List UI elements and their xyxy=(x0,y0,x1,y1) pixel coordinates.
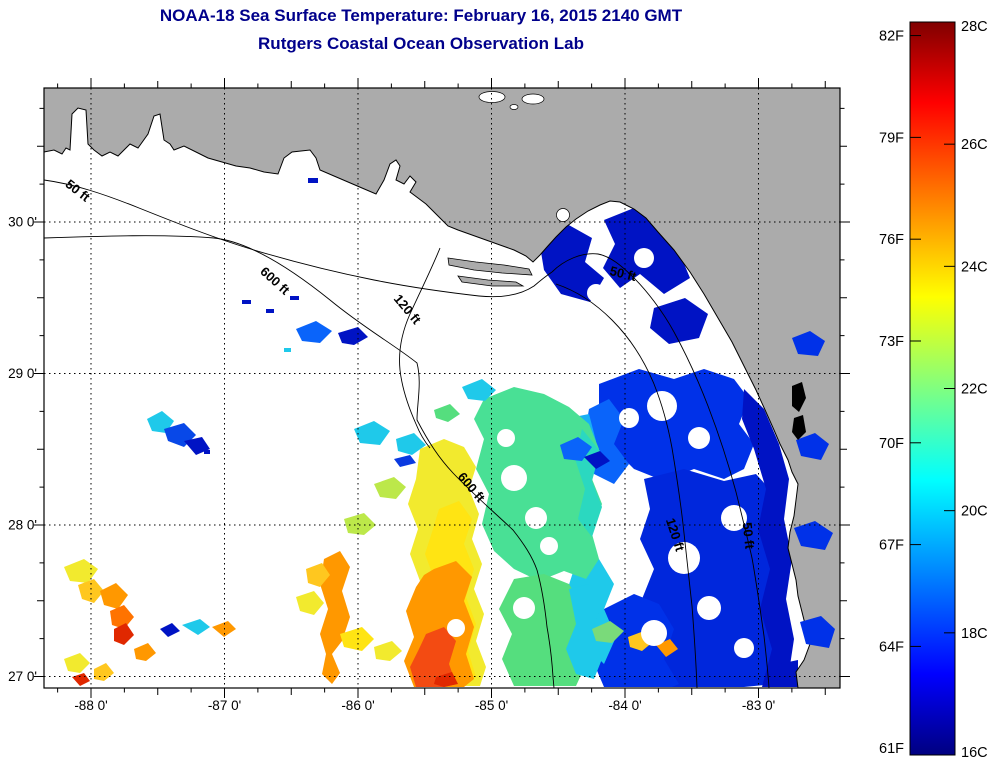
colorbar-label-fahrenheit: 64F xyxy=(879,639,904,655)
sst-patch xyxy=(134,643,156,661)
sst-patch xyxy=(184,437,210,455)
sst-patch xyxy=(434,672,458,687)
depth-contour-120ft-east xyxy=(555,283,698,688)
colorbar-label-fahrenheit: 61F xyxy=(879,741,904,757)
colorbar-label-celsius: 28C xyxy=(961,19,988,35)
clouds-over-land xyxy=(478,91,570,222)
barrier-island xyxy=(447,257,533,276)
depth-contour-50ft-west xyxy=(44,179,553,298)
colorbar-label-fahrenheit: 76F xyxy=(879,232,904,248)
sst-patch xyxy=(78,579,104,603)
sst-patch xyxy=(182,619,210,635)
sst-speck xyxy=(204,450,210,454)
sst-patch xyxy=(110,605,134,629)
sst-speck xyxy=(308,178,318,183)
coast-detail xyxy=(792,415,806,440)
sst-patch xyxy=(560,437,592,461)
colorbar-label-celsius: 18C xyxy=(961,626,988,642)
colorbar-label-celsius: 24C xyxy=(961,259,988,275)
land-mass xyxy=(44,88,840,688)
colorbar-label-fahrenheit: 82F xyxy=(879,29,904,45)
sst-patch xyxy=(320,551,350,684)
sst-patch xyxy=(114,623,134,645)
y-axis-labels: 30 0' 29 0' 28 0' 27 0' xyxy=(8,215,37,685)
colorbar-label-celsius: 22C xyxy=(961,382,988,398)
sst-patch xyxy=(772,660,798,687)
figure-title: NOAA-18 Sea Surface Temperature: Februar… xyxy=(160,6,683,25)
sst-patch xyxy=(462,379,496,401)
x-tick-label: -85 0' xyxy=(475,698,508,713)
y-tick-label: 30 0' xyxy=(8,215,37,230)
coast-detail xyxy=(792,382,806,412)
sst-speck xyxy=(284,348,291,352)
sst-patch xyxy=(566,584,604,679)
x-axis-labels: -88 0' -87 0' -86 0' -85 0' -84 0' -83 0' xyxy=(74,698,775,713)
sst-patch xyxy=(374,641,402,661)
y-tick-label: 29 0' xyxy=(8,366,37,381)
sst-patch xyxy=(296,321,332,343)
depth-contours xyxy=(44,179,770,688)
x-tick-label: -88 0' xyxy=(74,698,107,713)
sst-data-layer xyxy=(64,178,798,687)
figure-subtitle: Rutgers Coastal Ocean Observation Lab xyxy=(258,34,584,53)
x-tick-label: -83 0' xyxy=(742,698,775,713)
sst-patch xyxy=(64,653,90,673)
sst-patch xyxy=(434,404,460,422)
graticule-gridlines xyxy=(44,88,840,688)
colorbar-label-celsius: 26C xyxy=(961,137,988,153)
sst-patch xyxy=(599,369,754,481)
depth-contour-600ft xyxy=(44,235,555,688)
sst-patch xyxy=(394,455,416,467)
sst-patch xyxy=(592,621,624,643)
x-tick-label: -86 0' xyxy=(341,698,374,713)
sst-patch xyxy=(340,627,374,651)
sst-patch xyxy=(147,411,174,433)
sst-patch xyxy=(374,477,406,499)
sst-patch xyxy=(306,563,330,587)
barrier-island xyxy=(457,275,525,287)
sst-patch xyxy=(742,389,794,687)
sst-patch xyxy=(100,583,128,609)
colorbar-label-fahrenheit: 70F xyxy=(879,436,904,452)
sst-patch xyxy=(396,433,426,455)
y-tick-label: 27 0' xyxy=(8,669,37,684)
sst-patch xyxy=(640,469,784,687)
sst-patch xyxy=(584,451,610,469)
y-tick-label: 28 0' xyxy=(8,518,37,533)
sst-speck xyxy=(290,296,299,300)
sst-patch xyxy=(410,627,456,687)
sst-patch xyxy=(354,421,390,445)
colorbar-label-celsius: 20C xyxy=(961,504,988,520)
depth-contour-50ft-east xyxy=(551,253,770,688)
depth-contour-120ft-west xyxy=(399,247,441,449)
sst-patch xyxy=(539,224,604,302)
sst-patch xyxy=(344,513,376,535)
colorbar-label-fahrenheit: 79F xyxy=(879,130,904,146)
depth-contour-label: 50 ft xyxy=(740,521,758,550)
colorbar: 28C 26C 24C 22C 20C 18C 16C 82F 79F 76F 73F 70F 67F 6… xyxy=(879,19,988,761)
colorbar-label-fahrenheit: 67F xyxy=(879,538,904,554)
x-tick-label: -84 0' xyxy=(608,698,641,713)
sst-speck xyxy=(266,309,274,313)
depth-contour-label: 50 ft xyxy=(608,263,638,284)
plot-border xyxy=(43,87,841,689)
sst-speck xyxy=(242,300,251,304)
sst-patch xyxy=(160,623,180,637)
coastal-lagoon-water xyxy=(792,331,835,648)
sst-patch xyxy=(64,559,98,583)
axis-ticks xyxy=(34,78,850,698)
colorbar-label-celsius: 16C xyxy=(961,745,988,761)
sst-patch xyxy=(296,591,324,615)
x-tick-label: -87 0' xyxy=(208,698,241,713)
sst-patch xyxy=(650,298,708,344)
sst-patch xyxy=(338,327,368,345)
colorbar-labels: 28C 26C 24C 22C 20C 18C 16C 82F 79F 76F 73F 70F 67F 6… xyxy=(879,19,988,761)
colorbar-label-fahrenheit: 73F xyxy=(879,334,904,350)
